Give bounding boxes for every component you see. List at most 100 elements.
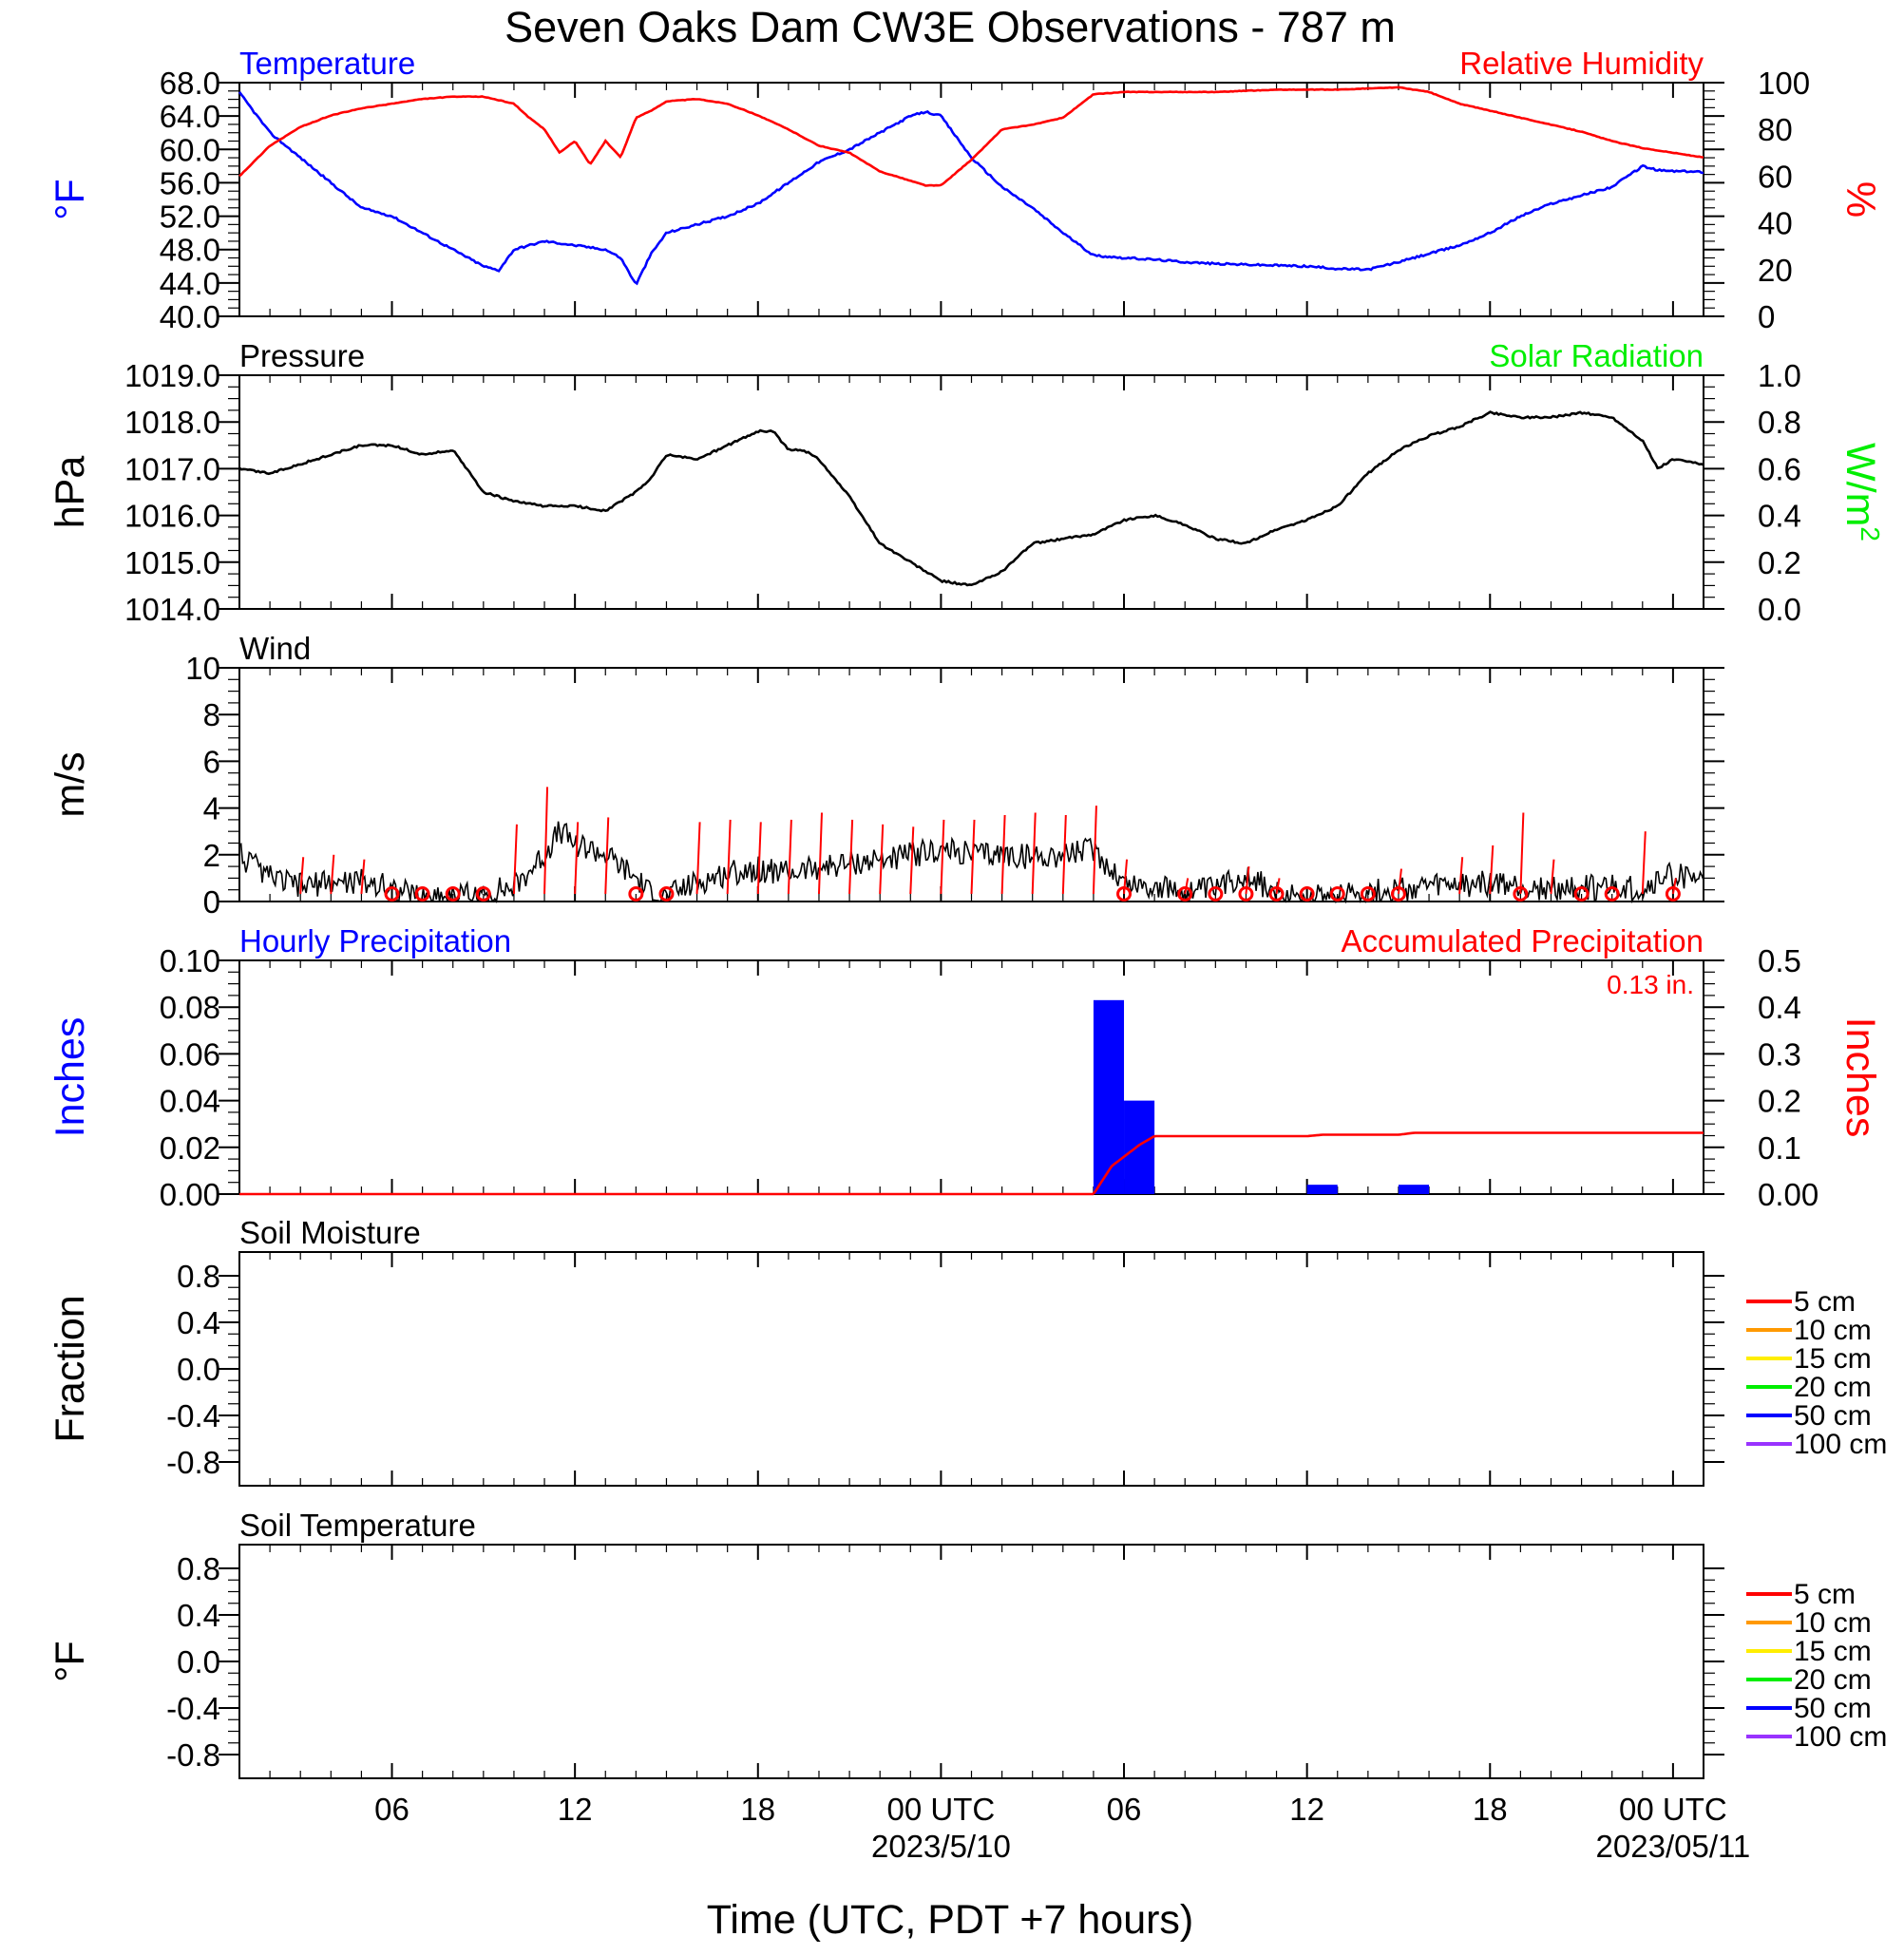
wind-barb [299,857,305,895]
y-tick-label-left: 64.0 [160,99,220,134]
y-tick-label-left: 6 [203,744,220,779]
y-axis-title-left: Inches [48,1017,93,1138]
calm-wind-marker [1116,886,1133,902]
x-tick-label: 18 [740,1792,775,1827]
y-axis-title-right: Inches [1837,1017,1883,1138]
calm-wind-marker [1299,886,1315,902]
superscript: 2 [1856,526,1886,541]
x-tick-label: 00 UTC [887,1792,996,1827]
y-tick-label-left: 1017.0 [124,451,220,486]
panels: 40.044.048.052.056.060.064.068.002040608… [48,46,1887,1779]
y-axis-title-right: W/m2 [1837,443,1886,541]
y-tick-label-right: 0.1 [1758,1130,1801,1166]
y-tick-label-left: -0.8 [166,1737,220,1773]
calm-wind-marker [445,886,461,902]
y-tick-label-right: 0.3 [1758,1036,1801,1072]
y-tick-label-left: 8 [203,697,220,732]
plot-frame [238,959,1704,1195]
calm-wind-marker [1177,886,1193,902]
y-tick-label-right: 0.4 [1758,990,1801,1025]
y-tick-label-left: 0.10 [160,943,220,978]
wind-barb [1519,812,1525,895]
calm-wind-marker [414,886,430,902]
wind-barb [1092,806,1097,895]
y-tick-label-left: 0.08 [160,990,220,1025]
x-tick-label: 00 UTC [1619,1792,1727,1827]
figure-title: Seven Oaks Dam CW3E Observations - 787 m [505,3,1396,51]
y-axis-title-left: °F [48,179,93,219]
y-tick-label-left: 40.0 [160,299,220,334]
y-tick-label-left: 1015.0 [124,545,220,580]
calm-wind-marker [1238,886,1254,902]
y-tick-label-left: -0.4 [166,1398,220,1433]
y-tick-label-left: 0.4 [177,1598,220,1633]
wind-barb [879,824,885,895]
legend-label: 20 cm [1794,1372,1872,1403]
y-tick-label-left: 1019.0 [124,358,220,393]
calm-wind-marker [1268,886,1285,902]
panel-title-left: Temperature [239,46,415,81]
legend-label: 5 cm [1794,1286,1856,1318]
calm-wind-marker [1390,886,1406,902]
calm-wind-marker [1573,886,1590,902]
y-tick-label-left: 4 [203,791,220,826]
y-tick-label-left: 56.0 [160,165,220,200]
plot-frame [238,82,1704,317]
y-tick-label-left: -0.4 [166,1691,220,1726]
legend-label: 10 cm [1794,1607,1872,1639]
plot-frame [238,667,1704,902]
x-tick-label: 18 [1473,1792,1508,1827]
wind-barb [756,822,762,895]
plot-frame [238,374,1704,610]
y-tick-label-right: 0.6 [1758,451,1801,486]
panel-wind: 0 2 4 6 8 10 Wind m/s [48,631,1724,920]
calm-wind-marker [1329,886,1345,902]
plot-frame [238,1251,1704,1487]
y-axis-title-left: hPa [48,456,93,529]
y-tick-label-right: 1.0 [1758,358,1801,393]
x-tick-label: 06 [1107,1792,1142,1827]
y-tick-label-left: 0.0 [177,1352,220,1387]
wind-barb [695,822,701,895]
legend-label: 50 cm [1794,1400,1872,1432]
panel-title-left: Pressure [239,338,365,373]
wind-barb [1641,831,1647,895]
y-tick-label-left: 1016.0 [124,499,220,534]
panel-soil-moisture: -0.8 -0.4 0.0 0.4 0.8 Soil Moisture Fraction 5 … [48,1215,1887,1487]
legend-label: 100 cm [1794,1429,1887,1460]
wind-barb [817,812,823,895]
y-tick-label-left: 10 [185,651,220,686]
y-axis-title-right: % [1837,181,1883,218]
legend-label: 10 cm [1794,1315,1872,1346]
series-line-pressure [238,410,1704,587]
panel-pressure: 1014.0 1015.0 1016.0 1017.0 1018.0 1019.0 0.0 0… [48,338,1886,627]
wind-barb [1275,878,1281,895]
legend-label: 100 cm [1794,1721,1887,1753]
y-tick-label-left: 60.0 [160,132,220,167]
plot-frame [238,1544,1704,1779]
y-tick-label-left: 1014.0 [124,592,220,627]
calm-wind-marker [628,886,644,902]
y-tick-label-left: 48.0 [160,233,220,268]
panel-title-left: Soil Temperature [239,1508,476,1543]
series-line-relative-humidity [238,85,1704,187]
panel-title-left: Hourly Precipitation [239,923,511,959]
hourly-precip-bar [1398,1185,1430,1194]
y-tick-label-right: 0 [1758,299,1775,334]
wind-barb [1061,814,1067,895]
wind-barb [1550,859,1555,895]
calm-wind-marker [1360,886,1376,902]
y-tick-label-right: 80 [1758,112,1793,147]
wind-barb [940,819,945,895]
y-tick-label-right: 0.5 [1758,943,1801,978]
y-tick-label-left: 2 [203,838,220,873]
hourly-precip-bar [1306,1185,1338,1194]
y-tick-label-left: 0.4 [177,1305,220,1340]
x-tick-label: 06 [374,1792,409,1827]
y-tick-label-right: 0.2 [1758,545,1801,580]
wind-barb [1397,868,1402,895]
calm-wind-marker [475,886,491,902]
y-tick-label-left: 68.0 [160,66,220,101]
y-tick-label-left: 0 [203,884,220,920]
